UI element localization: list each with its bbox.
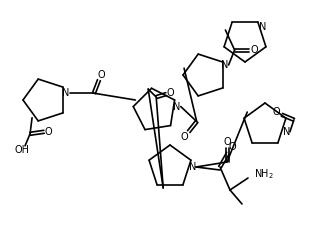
Text: N: N — [173, 102, 180, 112]
Text: NH$_2$: NH$_2$ — [254, 167, 274, 181]
Text: O: O — [97, 70, 105, 80]
Text: N: N — [283, 127, 291, 137]
Text: O: O — [228, 142, 236, 152]
Text: O: O — [223, 137, 231, 147]
Text: OH: OH — [15, 145, 29, 155]
Text: N: N — [259, 22, 266, 32]
Text: O: O — [272, 107, 280, 117]
Text: O: O — [44, 127, 52, 137]
Text: N: N — [189, 162, 197, 172]
Text: O: O — [181, 132, 189, 141]
Text: O: O — [166, 88, 174, 98]
Text: O: O — [251, 45, 259, 55]
Text: N: N — [62, 88, 70, 98]
Text: N: N — [221, 60, 228, 70]
